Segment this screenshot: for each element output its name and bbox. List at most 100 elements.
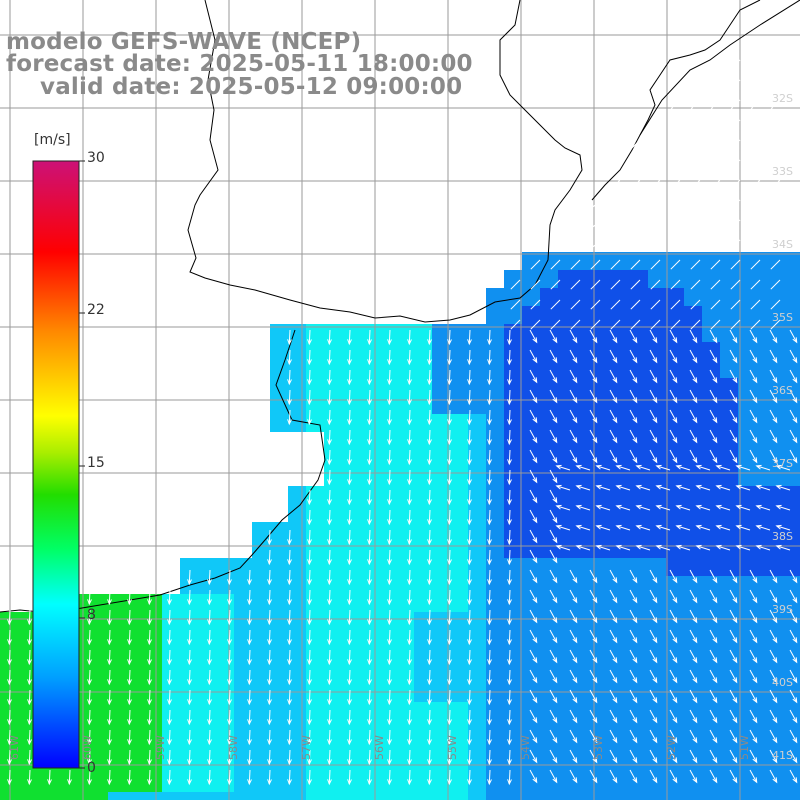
wind-arrow <box>789 349 798 363</box>
field-cell <box>486 522 504 540</box>
field-cell <box>252 612 270 630</box>
field-cell <box>594 360 612 378</box>
coastline-south-america <box>187 0 583 323</box>
wind-arrow <box>549 369 558 383</box>
wind-arrow <box>589 769 598 783</box>
wind-arrow <box>268 589 271 605</box>
wind-arrow <box>569 729 578 743</box>
field-cell <box>774 684 792 702</box>
wind-arrow <box>288 549 291 565</box>
wind-arrow-head <box>307 579 312 586</box>
wind-arrow <box>128 749 131 765</box>
wind-arrow <box>710 219 721 230</box>
wind-arrow-head <box>407 419 412 426</box>
field-cell <box>630 702 648 720</box>
field-cell <box>324 702 342 720</box>
field-cell <box>378 468 396 486</box>
wind-arrow <box>128 589 131 605</box>
longitude-label: 58W <box>227 735 240 760</box>
wind-arrow <box>690 179 701 190</box>
wind-arrow <box>248 569 251 585</box>
field-cell <box>414 504 432 522</box>
wind-arrow <box>549 729 558 743</box>
field-cell <box>594 306 612 324</box>
wind-arrow <box>749 429 758 443</box>
wind-arrow <box>508 549 511 565</box>
wind-arrow <box>188 669 191 685</box>
wind-arrow <box>348 629 351 645</box>
field-cell <box>774 558 792 576</box>
wind-arrow-head <box>447 639 452 646</box>
field-cell <box>648 486 666 504</box>
field-cell <box>738 252 756 270</box>
wind-arrow <box>408 469 411 485</box>
wind-arrow <box>228 729 231 745</box>
wind-arrow <box>749 349 758 363</box>
wind-arrow-head <box>487 439 492 446</box>
wind-arrow-head <box>227 579 232 586</box>
longitude-label: 54W <box>519 735 532 760</box>
wind-arrow-head <box>652 337 658 344</box>
field-cell <box>702 270 720 288</box>
wind-arrow-head <box>507 599 512 606</box>
field-cell <box>414 450 432 468</box>
field-cell <box>450 468 468 486</box>
wind-arrow <box>689 609 698 623</box>
wind-arrow <box>248 649 251 665</box>
field-cell <box>522 252 540 270</box>
field-cell <box>396 342 414 360</box>
field-cell <box>684 414 702 432</box>
wind-arrow <box>789 569 798 583</box>
field-cell <box>432 666 450 684</box>
field-cell <box>774 378 792 396</box>
field-cell <box>648 648 666 666</box>
field-cell <box>576 288 594 306</box>
wind-arrow <box>589 629 598 643</box>
wind-arrow <box>749 329 758 343</box>
wind-arrow <box>649 709 658 723</box>
field-cell <box>576 450 594 468</box>
field-cell <box>594 468 612 486</box>
wind-arrow <box>408 429 411 445</box>
wind-arrow <box>88 749 91 765</box>
wind-arrow <box>689 629 698 643</box>
wind-arrow <box>689 389 698 403</box>
wind-arrow <box>28 629 31 645</box>
wind-arrow <box>649 609 658 623</box>
wind-arrow <box>388 569 391 585</box>
wind-arrow-head <box>487 419 492 426</box>
field-cell <box>720 378 738 396</box>
wind-arrow <box>448 429 451 445</box>
wind-arrow-head <box>572 737 578 744</box>
wind-arrow-head <box>467 679 472 686</box>
field-cell <box>666 324 684 342</box>
wind-arrow <box>128 709 131 725</box>
wind-arrow-head <box>207 599 212 606</box>
wind-arrow <box>408 729 411 745</box>
field-cell <box>720 342 738 360</box>
field-cell <box>468 684 486 702</box>
wind-arrow-head <box>592 697 598 704</box>
field-cell <box>468 774 486 792</box>
field-cell <box>648 270 666 288</box>
wind-arrow <box>388 769 391 785</box>
wind-arrow <box>348 409 351 425</box>
wind-arrow <box>709 589 718 603</box>
wind-arrow-head <box>572 397 578 404</box>
field-cell <box>432 342 450 360</box>
field-cell <box>756 774 774 792</box>
field-cell <box>666 558 684 576</box>
wind-arrow <box>28 669 31 685</box>
field-cell <box>558 738 576 756</box>
wind-arrow-head <box>367 439 372 446</box>
wind-arrow <box>368 749 371 765</box>
wind-arrow-head <box>347 459 352 466</box>
wind-arrow-head <box>507 359 512 366</box>
wind-arrow <box>649 349 658 363</box>
field-cell <box>432 432 450 450</box>
wind-arrow <box>609 389 618 403</box>
field-cell <box>432 648 450 666</box>
wind-arrow <box>589 669 598 683</box>
field-cell <box>324 378 342 396</box>
